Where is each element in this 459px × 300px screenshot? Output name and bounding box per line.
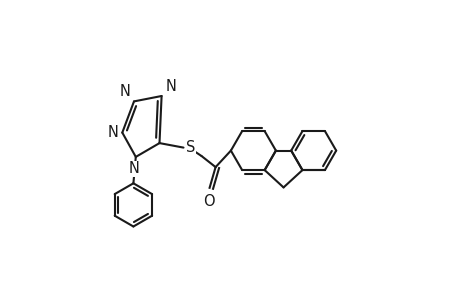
Text: N: N <box>165 80 176 94</box>
Text: S: S <box>185 140 195 155</box>
Text: N: N <box>120 84 131 99</box>
Text: O: O <box>202 194 214 209</box>
Text: N: N <box>129 161 140 176</box>
Text: N: N <box>107 125 118 140</box>
